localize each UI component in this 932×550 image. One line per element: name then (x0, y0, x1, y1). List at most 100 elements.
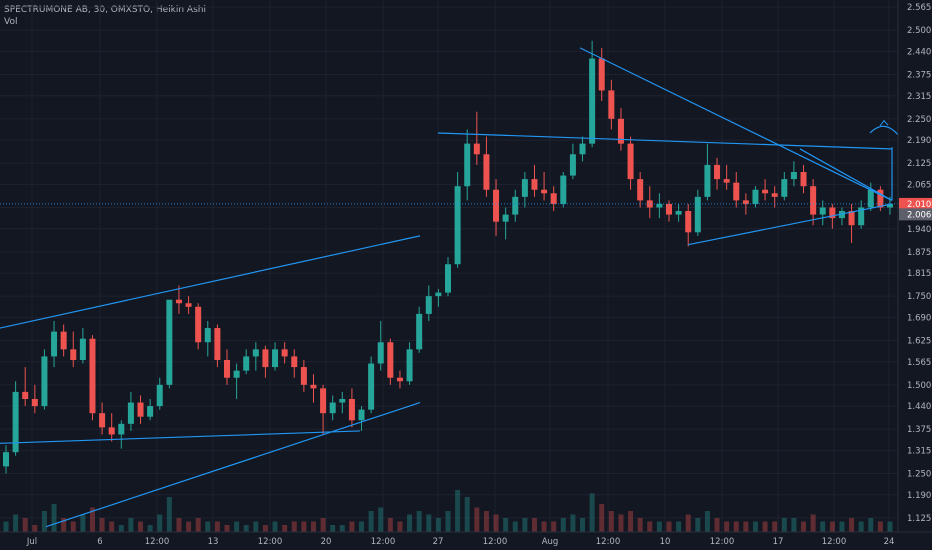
volume-bar (320, 518, 326, 532)
candle-body (79, 338, 86, 360)
candle-body (781, 179, 788, 197)
volume-bar (839, 521, 845, 532)
price-tag (899, 208, 932, 221)
price-axis-labels: 2.565 2.500 2.440 2.375 2.315 2.250 2.190 2.125… (907, 3, 931, 524)
candle-body (320, 388, 327, 414)
price-axis[interactable] (898, 0, 932, 532)
volume-bar (349, 521, 355, 532)
volume-bar (109, 521, 115, 532)
time-axis[interactable] (0, 532, 898, 550)
candle-body (521, 179, 528, 197)
volume-bar (752, 521, 758, 532)
volume-bar (205, 521, 211, 532)
candle-body (368, 363, 375, 410)
candle-body (435, 292, 442, 297)
candle-body (396, 377, 403, 382)
volume-bar (541, 521, 547, 532)
candle-body (752, 189, 759, 204)
price-tick-label: 2.125 (907, 159, 931, 169)
time-tick-label: 12:00 (258, 537, 283, 547)
volume-bar (618, 514, 624, 532)
time-tick-label: Aug (542, 537, 559, 547)
trendline[interactable] (437, 132, 893, 150)
volume-bar (426, 514, 432, 532)
trendline[interactable] (0, 430, 361, 444)
volume-bar (166, 497, 172, 532)
volume-bar (887, 521, 893, 532)
price-tick-label: 1.940 (907, 225, 931, 235)
trendline[interactable] (579, 47, 893, 201)
price-tick-label: 1.875 (907, 248, 931, 258)
time-tick-label: 12:00 (596, 537, 621, 547)
candle-body (512, 196, 519, 215)
candle-body (887, 203, 893, 208)
trendline[interactable] (0, 235, 421, 329)
candle-body (70, 349, 77, 360)
candle-body (387, 342, 394, 378)
volume-bar (41, 511, 47, 532)
volume-bar (820, 521, 826, 532)
time-tick-label: 27 (433, 537, 444, 547)
volume-bar (483, 511, 489, 532)
candle-body (819, 207, 826, 215)
time-axis-labels: Jul 6 12:00 13 12:00 20 12:00 27 12:00 Aug 12:00 10… (26, 537, 895, 547)
time-tick-label: 24 (884, 537, 895, 547)
volume-bar (455, 490, 461, 532)
candle-body (829, 207, 836, 219)
candle-body (12, 391, 19, 453)
volume-bar (51, 504, 57, 532)
candle-body (291, 356, 298, 368)
volume-bar (186, 521, 192, 532)
volume-bar (291, 521, 297, 532)
time-tick-label: 10 (660, 537, 671, 547)
volume-bar (407, 514, 413, 532)
time-tick-label: 6 (97, 537, 102, 547)
price-tick-label: 1.750 (907, 292, 931, 302)
price-tick-label: 2.065 (907, 180, 931, 190)
price-tick-label: 1.500 (907, 381, 931, 391)
volume-bar (301, 521, 307, 532)
candle-body (51, 331, 58, 357)
candle-body (300, 367, 307, 385)
candle-body (877, 189, 884, 208)
candle-body (233, 370, 240, 378)
candle-body (204, 328, 211, 343)
volume-bar (743, 521, 749, 532)
candle-body (666, 203, 672, 215)
volume-bar (80, 514, 86, 532)
price-tick-label: 2.500 (907, 26, 931, 36)
candle-body (617, 118, 624, 144)
volume-bar (272, 521, 278, 532)
volume-bar (224, 525, 230, 532)
candle-body (425, 296, 432, 314)
trendline[interactable] (687, 203, 893, 246)
volume-bar (253, 521, 259, 532)
volume-bar (628, 511, 634, 532)
volume-bar (522, 518, 528, 532)
volume-bar (733, 521, 739, 532)
price-tick-label: 1.315 (907, 446, 931, 456)
volume-bar (243, 525, 249, 532)
candles (3, 40, 893, 474)
volume-label: Vol (4, 17, 18, 27)
volume-bar (474, 507, 480, 532)
candle-body (60, 331, 67, 350)
trendlines[interactable] (0, 47, 893, 528)
volume-bar (195, 518, 201, 532)
volume-bar (512, 521, 518, 532)
candle-body (262, 349, 269, 368)
candle-body (3, 452, 9, 467)
volume-bar (387, 518, 393, 532)
trendline[interactable] (799, 148, 893, 201)
volume-bar (61, 518, 67, 532)
volume-bar (666, 521, 672, 532)
chart-legend: SPECTRUMONE AB, 30, OMXSTO, Heikin Ashi … (4, 4, 206, 28)
candle-body (733, 182, 740, 201)
volume-bar (608, 511, 614, 532)
trendline[interactable] (45, 401, 421, 528)
time-tick-label: 12:00 (145, 537, 170, 547)
volume-bar (810, 514, 816, 532)
volume-bar (762, 521, 768, 532)
grid (0, 0, 898, 532)
